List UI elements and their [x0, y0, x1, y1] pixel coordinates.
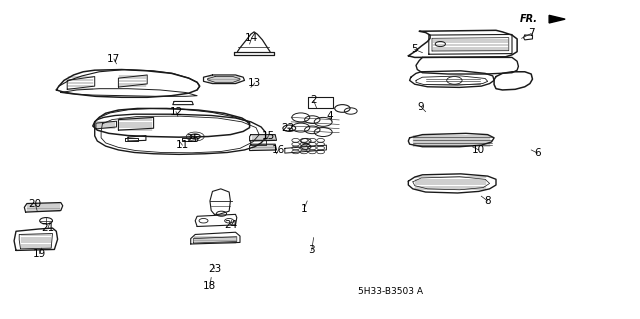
- Text: 8: 8: [484, 196, 491, 206]
- Text: 17: 17: [108, 54, 120, 64]
- Text: 13: 13: [248, 78, 261, 88]
- Text: 4: 4: [326, 111, 333, 122]
- Text: 5H33-B3503 A: 5H33-B3503 A: [358, 287, 423, 296]
- Text: 3: 3: [308, 245, 315, 256]
- Text: 25: 25: [187, 134, 200, 144]
- Text: 16: 16: [272, 145, 285, 155]
- Text: 21: 21: [42, 223, 54, 233]
- Text: 23: 23: [208, 263, 221, 274]
- Text: 9: 9: [418, 102, 424, 112]
- Text: 15: 15: [262, 130, 275, 141]
- Text: FR.: FR.: [520, 13, 538, 24]
- Polygon shape: [549, 15, 565, 23]
- Text: 2: 2: [310, 95, 317, 106]
- Text: 24: 24: [224, 220, 237, 230]
- Text: 12: 12: [170, 107, 182, 117]
- Text: 7: 7: [528, 28, 534, 39]
- Text: 5: 5: [412, 44, 418, 55]
- Text: 18: 18: [204, 280, 216, 291]
- Text: 14: 14: [245, 33, 258, 43]
- Text: 1: 1: [301, 204, 307, 214]
- Text: 19: 19: [33, 249, 46, 259]
- Text: 10: 10: [472, 145, 485, 155]
- Text: 22: 22: [282, 122, 294, 133]
- Text: 6: 6: [534, 148, 541, 158]
- Text: 11: 11: [176, 140, 189, 150]
- Text: 20: 20: [29, 199, 42, 209]
